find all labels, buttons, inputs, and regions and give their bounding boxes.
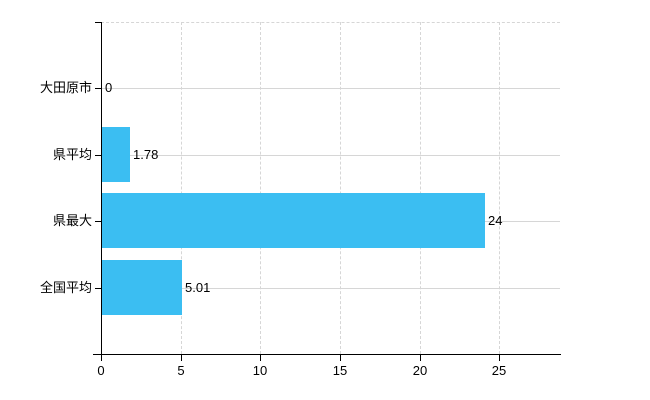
gridline-vertical <box>499 22 500 354</box>
gridline-vertical <box>260 22 261 354</box>
gridline-vertical <box>340 22 341 354</box>
value-label: 5.01 <box>185 280 211 295</box>
category-label: 県平均 <box>52 147 92 162</box>
gridline-horizontal <box>101 155 560 156</box>
x-axis-tick <box>340 354 341 361</box>
x-axis-line <box>93 354 561 355</box>
value-label: 1.78 <box>133 147 159 162</box>
bar <box>102 127 130 182</box>
y-axis-tick <box>95 288 101 289</box>
x-axis-tick <box>260 354 261 361</box>
category-label: 大田原市 <box>39 80 92 95</box>
x-axis-tick <box>181 354 182 361</box>
y-axis-top-cap <box>95 22 101 23</box>
category-label: 県最大 <box>52 213 92 228</box>
gridline-horizontal <box>101 288 560 289</box>
x-tick-label: 5 <box>177 363 185 378</box>
gridline-horizontal <box>101 88 560 89</box>
y-axis-line <box>101 22 102 355</box>
y-axis-tick <box>95 221 101 222</box>
x-tick-label: 20 <box>412 363 428 378</box>
x-tick-label: 25 <box>491 363 507 378</box>
x-axis-tick <box>499 354 500 361</box>
plot-top-border <box>101 22 560 23</box>
bar <box>102 193 485 248</box>
y-axis-tick <box>95 155 101 156</box>
x-tick-label: 15 <box>332 363 348 378</box>
gridline-vertical <box>181 22 182 354</box>
x-tick-label: 10 <box>252 363 268 378</box>
value-label: 0 <box>105 80 113 95</box>
x-axis-tick <box>420 354 421 361</box>
gridline-vertical <box>420 22 421 354</box>
value-label: 24 <box>488 213 503 228</box>
y-axis-tick <box>95 88 101 89</box>
bar <box>102 260 182 315</box>
category-label: 全国平均 <box>39 280 92 295</box>
x-axis-tick <box>101 354 102 361</box>
x-tick-label: 0 <box>97 363 105 378</box>
